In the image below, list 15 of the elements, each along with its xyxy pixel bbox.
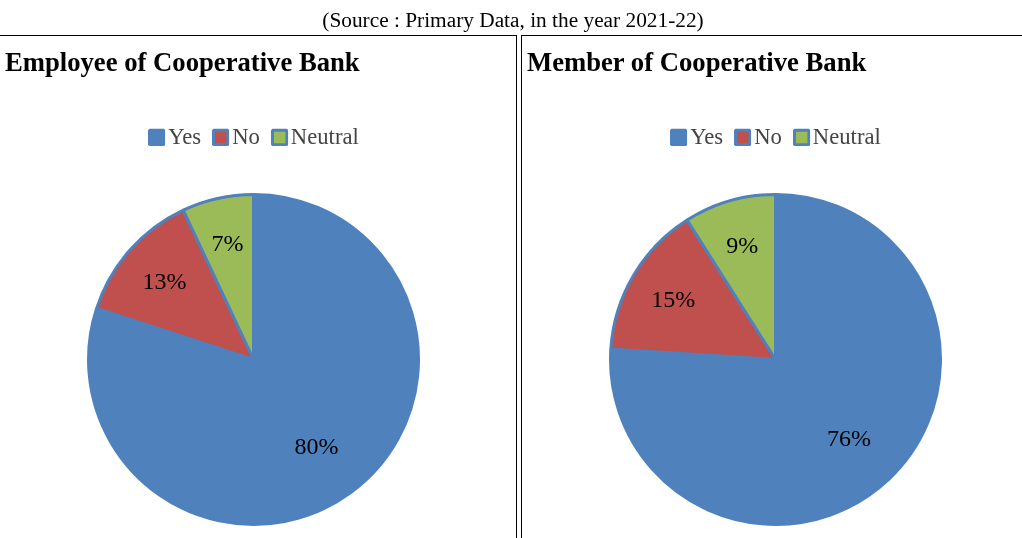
data-label: 13% [142, 267, 187, 294]
legend-label: Neutral [290, 124, 359, 150]
text: (Source : Primary Data, in the year 2021-22) [321, 7, 705, 34]
data-label: 7% [211, 230, 244, 257]
chart-title: Member of Cooperative Bank [527, 47, 867, 78]
data-label: 80% [294, 433, 339, 460]
data-label: 76% [826, 424, 871, 451]
data-label: 9% [726, 232, 759, 259]
legend-label: Yes [168, 124, 202, 150]
legend-label: Neutral [812, 124, 881, 150]
data-label: 15% [651, 285, 696, 312]
legend-label: Yes [690, 124, 724, 150]
legend-label: No [232, 124, 260, 150]
chart-title: Employee of Cooperative Bank [5, 47, 360, 78]
legend-label: No [754, 124, 782, 150]
